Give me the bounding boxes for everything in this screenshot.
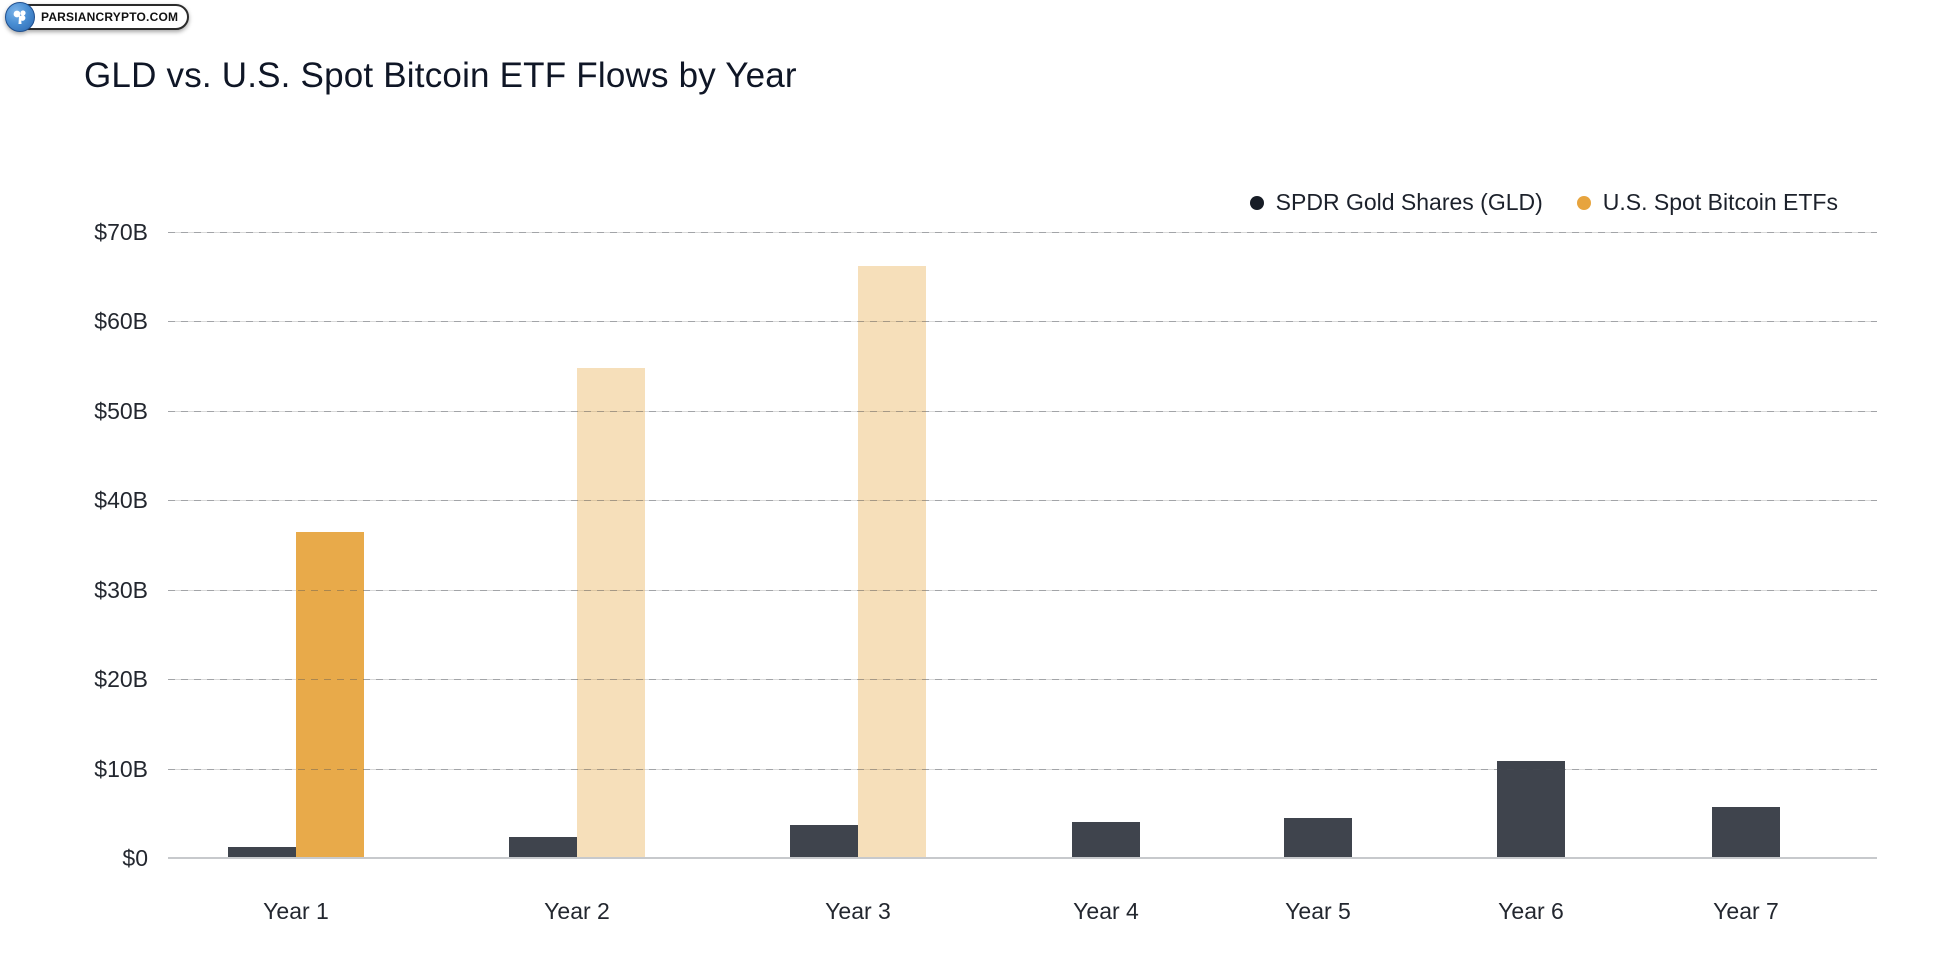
legend-item-btc[interactable]: U.S. Spot Bitcoin ETFs [1576,189,1838,216]
bar-btc-year-1[interactable] [296,531,364,858]
bar-btc-year-2[interactable] [577,367,645,858]
y-axis-label: $20B [94,666,148,693]
bar-gld-year-6[interactable] [1497,761,1565,858]
bar-gld-year-5[interactable] [1284,817,1352,858]
x-axis-label-year-4: Year 4 [1073,898,1139,924]
x-axis-label-year-6: Year 6 [1498,898,1564,924]
legend-swatch-btc-icon [1576,195,1591,210]
bar-gld-year-2[interactable] [509,836,577,858]
legend-label-btc: U.S. Spot Bitcoin ETFs [1602,189,1838,215]
bar-gld-year-7[interactable] [1712,807,1780,858]
x-axis-label-year-2: Year 2 [544,898,610,924]
watermark-pill: PARSIANCRYPTO.COM [15,4,190,30]
gridline-30b [168,589,1877,591]
gridline-dash-overlay [168,679,1877,681]
y-axis-label: $50B [94,397,148,424]
y-axis-label: $0 [122,845,148,871]
chart-title: GLD vs. U.S. Spot Bitcoin ETF Flows by Y… [84,56,797,95]
y-axis-label: $60B [94,308,148,335]
gridline-70b [168,232,1877,233]
legend-item-gld[interactable]: SPDR Gold Shares (GLD) [1249,189,1543,216]
watermark-text: PARSIANCRYPTO.COM [41,10,179,24]
x-axis-label-year-1: Year 1 [263,898,329,924]
watermark-badge: PARSIANCRYPTO.COM [5,2,190,32]
legend-label-gld: SPDR Gold Shares (GLD) [1275,189,1543,215]
gridline-dash-overlay [168,410,1877,412]
watermark-logo-icon [5,2,35,32]
bar-btc-year-3[interactable] [858,265,926,858]
gridline-20b [168,679,1877,681]
y-axis-label: $40B [94,487,148,514]
y-axis-label: $10B [94,755,148,782]
gridline-dash-overlay [168,500,1877,502]
x-axis-baseline [168,857,1877,859]
gridline-10b [168,768,1877,770]
gridline-dash-overlay [168,589,1877,591]
gridline-50b [168,410,1877,412]
gridline-60b [168,321,1877,323]
x-axis-label-year-3: Year 3 [825,898,891,924]
gridline-dash-overlay [168,768,1877,770]
bar-gld-year-1[interactable] [228,847,296,858]
legend-swatch-gld-icon [1249,195,1264,210]
y-axis-label: $70B [94,219,148,245]
gridline-40b [168,500,1877,502]
bar-gld-year-4[interactable] [1072,822,1140,858]
x-axis-label-year-7: Year 7 [1713,898,1779,924]
chart-legend: SPDR Gold Shares (GLD) U.S. Spot Bitcoin… [1249,189,1838,216]
gridline-dash-overlay [168,321,1877,323]
gridline-dash-overlay [168,232,1877,233]
y-axis-label: $30B [94,576,148,603]
bar-gld-year-3[interactable] [790,824,858,858]
x-axis-label-year-5: Year 5 [1285,898,1351,924]
